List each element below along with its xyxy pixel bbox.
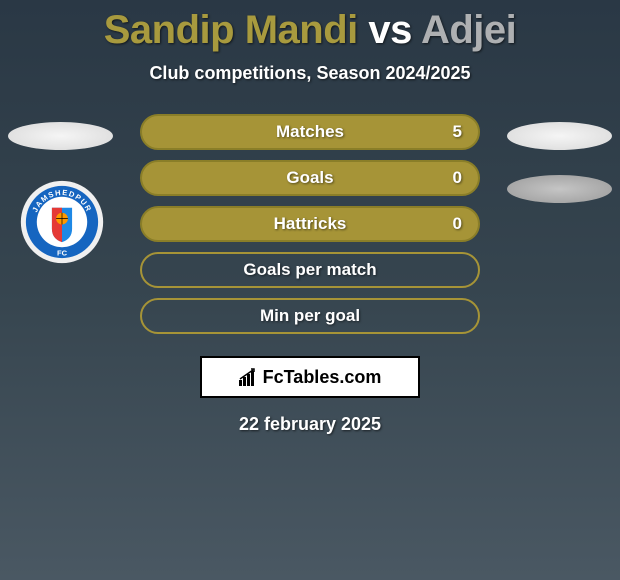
brand-watermark: FcTables.com <box>200 356 420 398</box>
bar-chart-icon <box>239 368 261 386</box>
player2-name: Adjei <box>421 8 516 52</box>
subtitle: Club competitions, Season 2024/2025 <box>0 63 620 84</box>
brand-text: FcTables.com <box>239 367 382 388</box>
stat-row-goals-per-match: Goals per match <box>140 252 480 288</box>
stat-label: Min per goal <box>260 306 360 326</box>
player2-photo-placeholder-2 <box>507 175 612 203</box>
club-badge-icon: JAMSHEDPUR FC <box>20 180 104 264</box>
stat-row-goals: Goals 0 <box>140 160 480 196</box>
player1-photo-placeholder <box>8 122 113 150</box>
stat-row-matches: Matches 5 <box>140 114 480 150</box>
stat-row-min-per-goal: Min per goal <box>140 298 480 334</box>
stat-label: Goals <box>286 168 333 188</box>
stat-label: Goals per match <box>243 260 376 280</box>
stat-label: Matches <box>276 122 344 142</box>
page-title: Sandip Mandi vs Adjei <box>0 0 620 53</box>
date-text: 22 february 2025 <box>0 414 620 435</box>
stat-row-hattricks: Hattricks 0 <box>140 206 480 242</box>
player2-photo-placeholder-1 <box>507 122 612 150</box>
stat-value: 5 <box>453 122 462 142</box>
stat-label: Hattricks <box>274 214 347 234</box>
player1-name: Sandip Mandi <box>104 8 358 52</box>
brand-label: FcTables.com <box>263 367 382 388</box>
svg-text:FC: FC <box>57 249 68 258</box>
stat-value: 0 <box>453 168 462 188</box>
vs-separator: vs <box>358 8 421 52</box>
stat-value: 0 <box>453 214 462 234</box>
